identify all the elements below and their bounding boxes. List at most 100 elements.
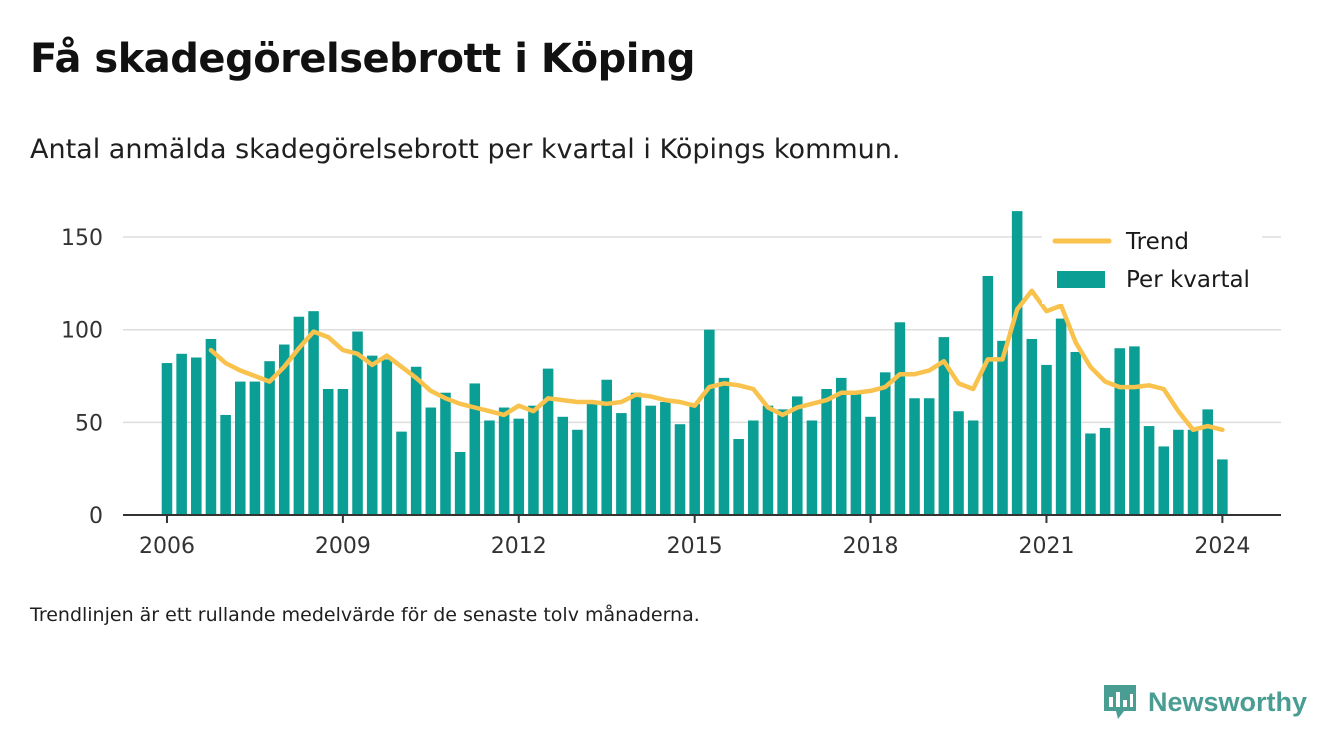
trend-line [208, 288, 1225, 433]
bar [293, 316, 305, 515]
chart-subtitle: Antal anmälda skadegörelsebrott per kvar… [30, 134, 901, 165]
bar [396, 431, 407, 515]
bar [498, 407, 510, 515]
bar [748, 420, 759, 515]
bar [205, 338, 217, 515]
bar [410, 366, 422, 515]
bar [161, 363, 173, 515]
bar [1202, 409, 1213, 515]
bar [997, 340, 1008, 515]
trend-series [208, 288, 1225, 433]
legend-swatch-per-kvartal [1057, 271, 1105, 288]
x-tick-label: 2018 [843, 534, 899, 559]
bar [806, 420, 818, 515]
bar [176, 353, 187, 515]
bar [718, 377, 730, 515]
bar [513, 418, 525, 515]
bar [572, 429, 583, 515]
bar [1099, 427, 1111, 515]
brand-name: Newsworthy [1148, 686, 1308, 717]
bar [234, 381, 246, 515]
bar [1114, 348, 1126, 515]
bar [308, 311, 319, 515]
legend-label-trend: Trend [1125, 229, 1189, 255]
bar [601, 379, 612, 515]
bar [1011, 211, 1023, 515]
bar [352, 331, 363, 515]
legend: Trend Per kvartal [1042, 222, 1262, 304]
bar [249, 381, 261, 515]
x-tick-label: 2021 [1018, 534, 1074, 559]
bar [1143, 426, 1155, 515]
bar [616, 413, 627, 515]
bar [923, 398, 935, 515]
newsworthy-logo-icon [1104, 685, 1136, 719]
bar [762, 405, 774, 515]
bar [264, 361, 275, 515]
bar [982, 275, 994, 515]
x-tick-label: 2024 [1194, 534, 1250, 559]
chart-area: 2006 2009 2012 2015 2018 2021 2024 0 50 100 150 T… [61, 211, 1281, 559]
bar [777, 409, 788, 515]
bar [1129, 346, 1140, 515]
bar [865, 416, 876, 515]
x-axis: 2006 2009 2012 2015 2018 2021 2024 [123, 514, 1281, 559]
legend-background [1042, 222, 1262, 304]
bar [733, 439, 744, 515]
bar [967, 420, 979, 515]
bar [1217, 459, 1228, 515]
bar [1173, 429, 1184, 515]
bar [469, 383, 481, 515]
bar [894, 322, 906, 515]
bar [821, 389, 832, 515]
bar [586, 403, 598, 515]
bar [278, 344, 290, 515]
bar [440, 392, 451, 515]
bar [322, 389, 334, 515]
bar [938, 337, 950, 515]
y-axis-tick-labels: 0 50 100 150 [61, 226, 103, 529]
bar [850, 392, 862, 515]
bar-series [161, 211, 1228, 515]
bar [1085, 433, 1096, 515]
bar [879, 372, 891, 515]
footnote: Trendlinjen är ett rullande medelvärde f… [30, 604, 700, 626]
bar [835, 377, 847, 515]
bar [366, 355, 378, 515]
bar [630, 392, 642, 515]
bar [674, 424, 686, 515]
bar [337, 389, 349, 515]
bar [953, 411, 964, 515]
bar [704, 329, 715, 515]
bar [484, 420, 495, 515]
bar [528, 405, 539, 515]
bar [220, 414, 231, 515]
bar [1041, 364, 1052, 515]
bar [689, 403, 700, 515]
bar [1158, 446, 1170, 515]
bar [381, 359, 393, 515]
bar [645, 405, 656, 515]
bar [425, 407, 437, 515]
bar [792, 396, 803, 515]
y-tick-label: 50 [75, 411, 103, 436]
y-tick-label: 0 [89, 504, 103, 529]
bar [454, 452, 466, 515]
bar [1187, 429, 1199, 515]
legend-label-per-kvartal: Per kvartal [1126, 267, 1250, 293]
bar [542, 368, 554, 515]
y-tick-label: 100 [61, 319, 103, 344]
bar [909, 398, 920, 515]
y-tick-label: 150 [61, 226, 103, 251]
x-tick-label: 2015 [667, 534, 723, 559]
x-tick-label: 2006 [139, 534, 195, 559]
bar [1070, 351, 1082, 515]
x-tick-label: 2012 [491, 534, 547, 559]
bar [191, 357, 202, 515]
bar [1026, 338, 1038, 515]
x-tick-label: 2009 [315, 534, 371, 559]
chart-title: Få skadegörelsebrott i Köping [30, 36, 696, 82]
bar [557, 416, 569, 515]
bar [660, 401, 671, 515]
brand-logo: Newsworthy [1102, 683, 1307, 721]
